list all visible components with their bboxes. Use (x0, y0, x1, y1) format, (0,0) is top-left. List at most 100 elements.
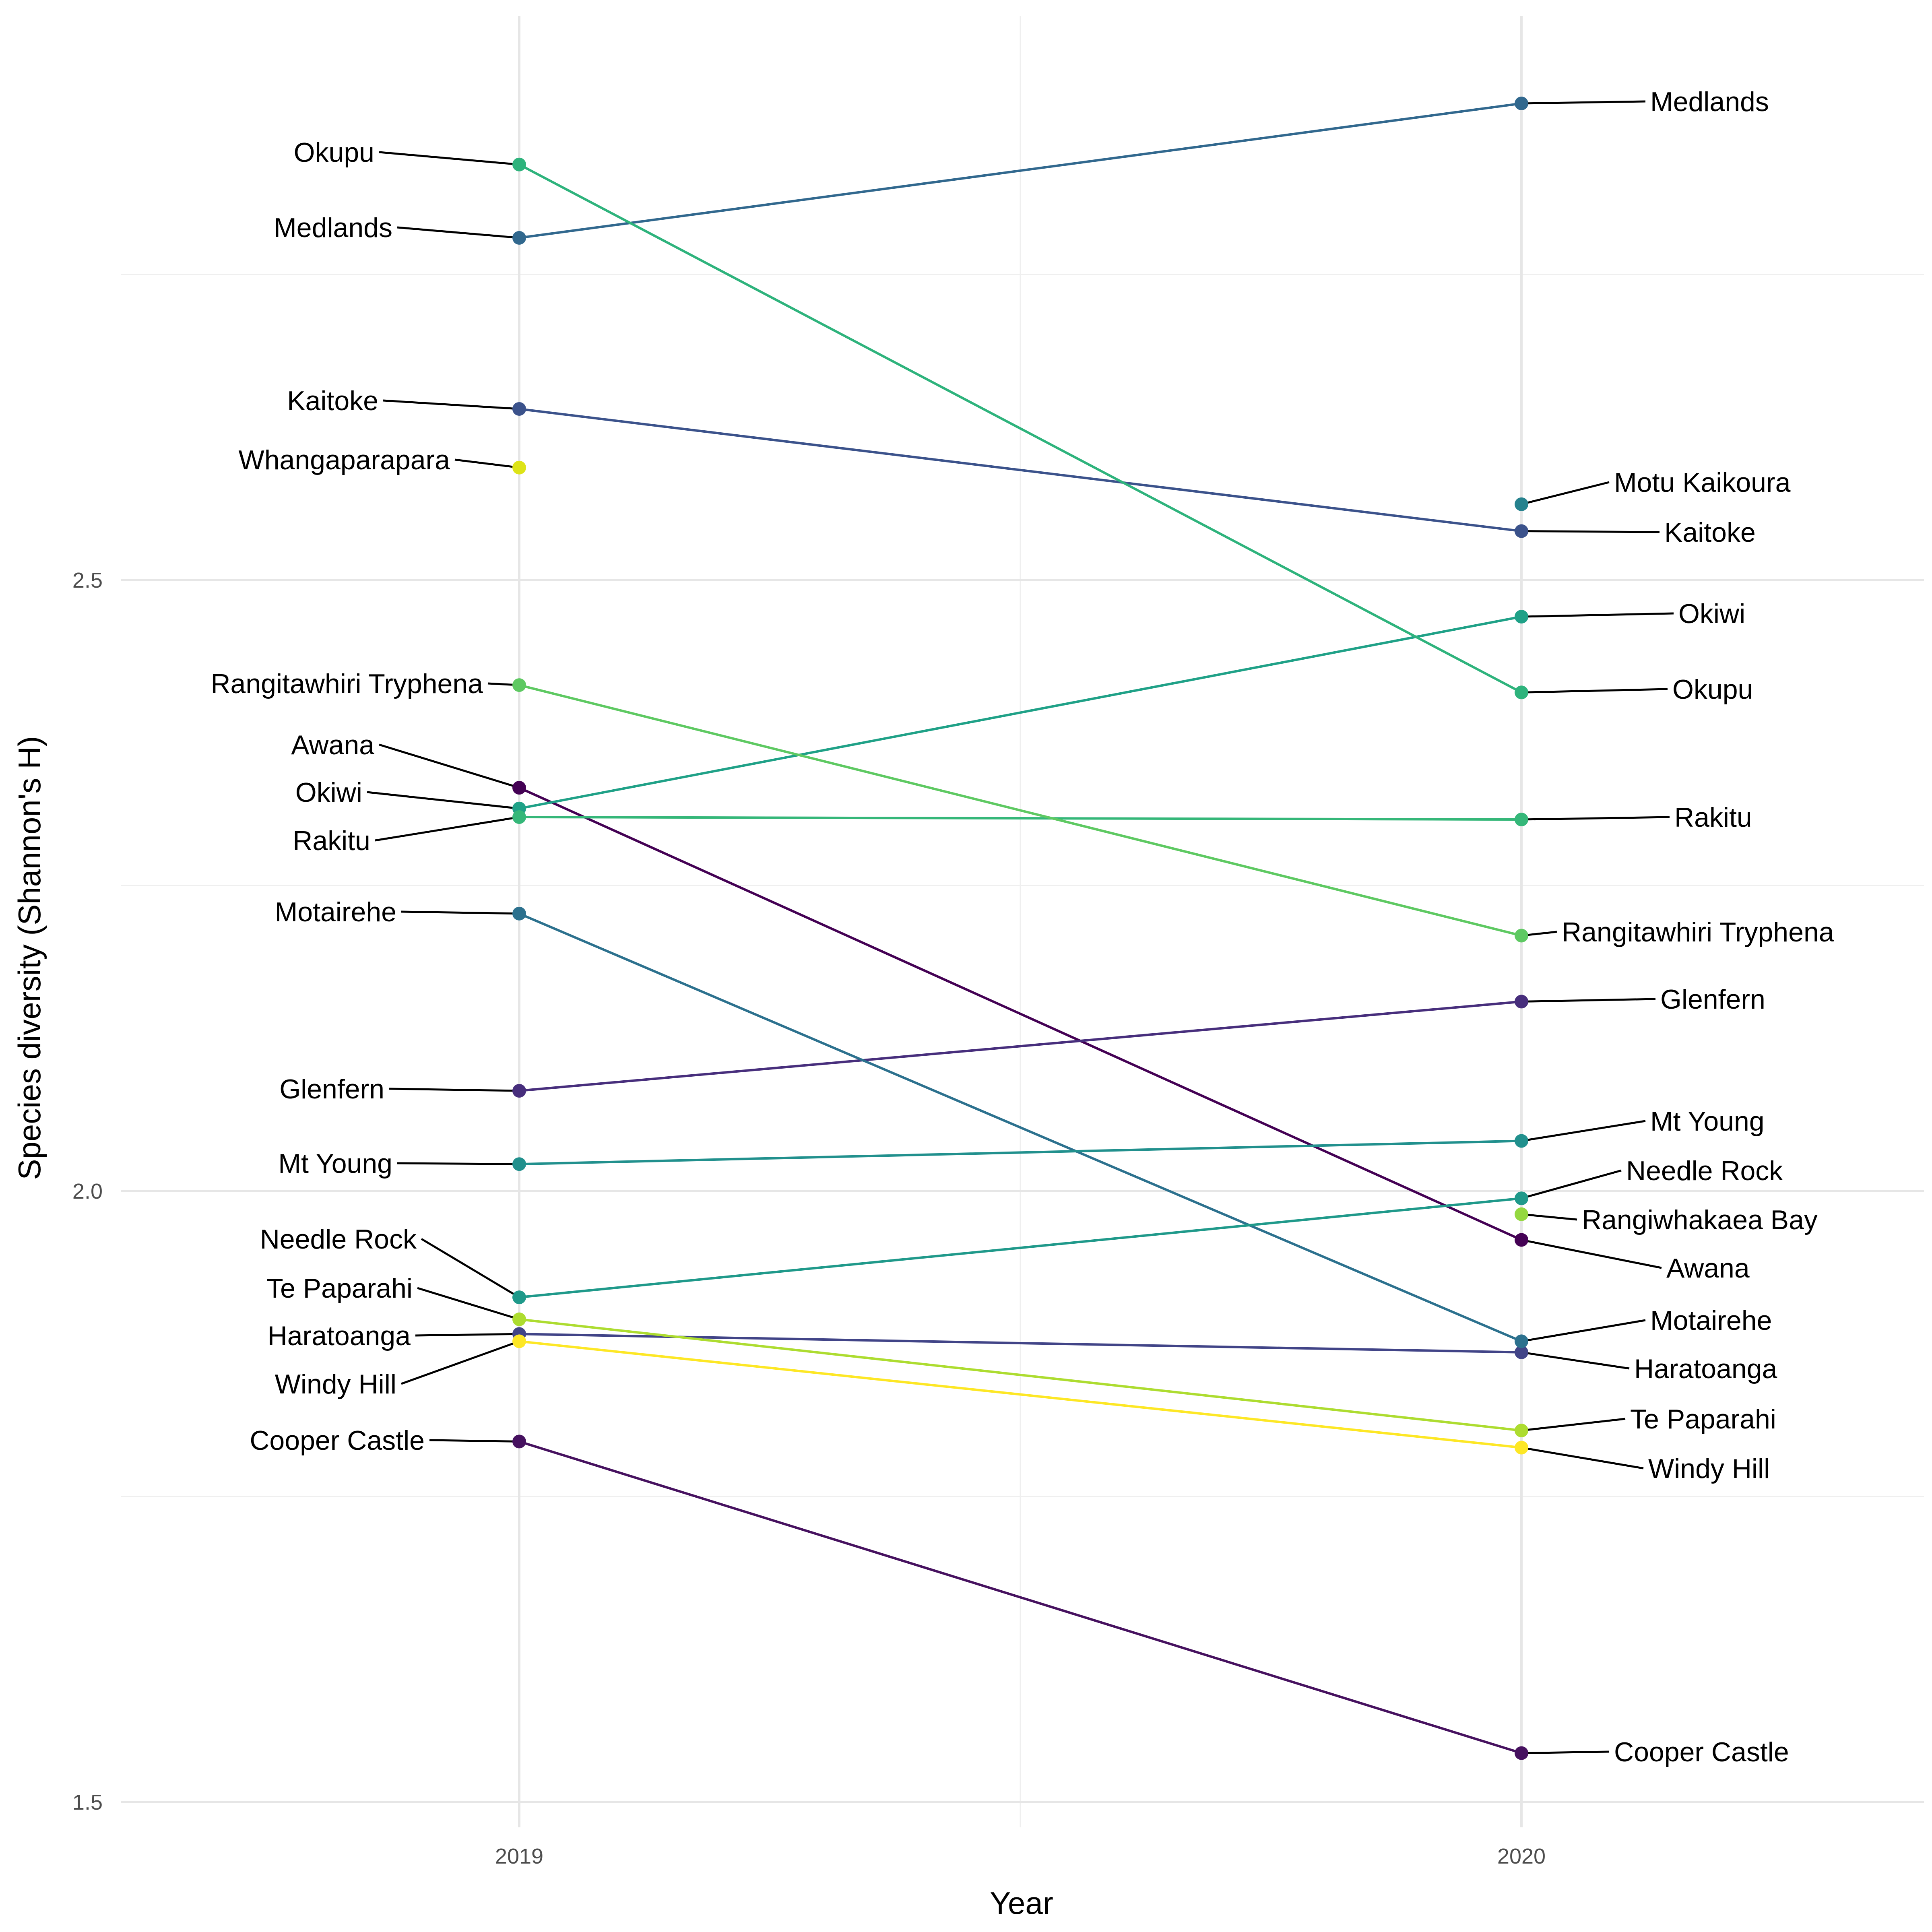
label-leader-2020-windy-hill (1521, 1447, 1644, 1470)
label-leader-2020-rakitu (1521, 816, 1670, 821)
point-glenfern-2020 (1515, 995, 1528, 1009)
label-leader-2019-whangaparapara (454, 458, 520, 469)
axis-ticks: 1.5 2.0 2.5 2019 2020 (72, 568, 1546, 1868)
site-label-2020-okupu: Okupu (1672, 674, 1753, 705)
point-okiwi-2020 (1515, 610, 1528, 624)
label-leader-2020-rangiwhakaea-bay (1521, 1213, 1577, 1221)
point-medlands-2019 (512, 231, 526, 245)
label-leader-2019-rakitu (375, 816, 520, 842)
site-label-2019-medlands: Medlands (274, 213, 392, 243)
site-label-2020-awana: Awana (1666, 1253, 1750, 1284)
series-line-mt-young (519, 1139, 1522, 1166)
label-leader-2020-okupu (1521, 688, 1668, 694)
point-glenfern-2019 (512, 1084, 526, 1098)
point-cooper-castle-2020 (1515, 1746, 1528, 1760)
point-windy-hill-2020 (1515, 1441, 1528, 1455)
site-label-2019-okupu: Okupu (294, 137, 374, 168)
site-label-2019-needle-rock: Needle Rock (260, 1224, 417, 1255)
series-line-glenfern (519, 1000, 1522, 1092)
point-kaitoke-2020 (1515, 524, 1528, 538)
site-label-2019-okiwi: Okiwi (295, 777, 362, 808)
series-line-kaitoke (519, 407, 1522, 533)
site-label-2020-rakitu: Rakitu (1674, 802, 1752, 833)
point-awana-2019 (512, 781, 526, 795)
point-needle-rock-2019 (512, 1290, 526, 1305)
point-medlands-2020 (1515, 96, 1528, 110)
point-kaitoke-2019 (512, 402, 526, 416)
site-label-2020-kaitoke: Kaitoke (1664, 517, 1756, 548)
site-label-2020-windy-hill: Windy Hill (1648, 1453, 1770, 1484)
y-axis-title: Species diversity (Shannon's H) (12, 736, 47, 1180)
label-leader-2019-haratoanga (415, 1333, 520, 1337)
label-leader-2020-motairehe (1521, 1319, 1646, 1342)
site-label-2020-rangiwhakaea-bay: Rangiwhakaea Bay (1582, 1205, 1818, 1235)
point-rangitawhiri-tryphena-2019 (512, 678, 526, 692)
series-line-rangitawhiri-tryphena (519, 684, 1522, 937)
series-points (512, 96, 1528, 1760)
label-leader-2019-kaitoke (383, 399, 520, 410)
point-te-paparahi-2019 (512, 1312, 526, 1326)
label-leader-2020-glenfern (1521, 998, 1656, 1003)
site-label-2019-rangitawhiri-tryphena: Rangitawhiri Tryphena (211, 669, 483, 699)
site-label-2020-glenfern: Glenfern (1660, 984, 1765, 1015)
y-tick-label: 2.0 (72, 1179, 103, 1203)
site-label-2019-whangaparapara: Whangaparapara (239, 445, 450, 475)
label-leader-2019-okupu (379, 151, 520, 166)
site-label-2019-rakitu: Rakitu (293, 826, 370, 856)
site-label-2020-te-paparahi: Te Paparahi (1630, 1404, 1776, 1435)
label-leader-2019-motairehe (401, 910, 520, 915)
point-okupu-2019 (512, 157, 526, 171)
label-leader-2020-mt-young (1521, 1120, 1646, 1142)
series-line-te-paparahi (519, 1318, 1522, 1432)
series-line-needle-rock (519, 1197, 1522, 1299)
label-leader-2019-okiwi (367, 791, 520, 810)
site-label-2019-kaitoke: Kaitoke (287, 386, 378, 416)
site-label-2019-motairehe: Motairehe (275, 897, 396, 927)
label-leader-2019-mt-young (397, 1162, 520, 1165)
series-line-medlands (519, 102, 1522, 239)
point-rangiwhakaea-bay-2020 (1515, 1207, 1528, 1221)
point-motairehe-2020 (1515, 1334, 1528, 1348)
point-needle-rock-2020 (1515, 1191, 1528, 1205)
label-leader-2019-awana (379, 743, 520, 789)
label-leader-2020-kaitoke (1521, 530, 1660, 533)
point-cooper-castle-2019 (512, 1435, 526, 1449)
x-tick-label: 2019 (495, 1844, 543, 1868)
site-label-2019-glenfern: Glenfern (279, 1074, 384, 1104)
site-label-2020-okiwi: Okiwi (1678, 599, 1745, 629)
site-label-2019-haratoanga: Haratoanga (268, 1321, 411, 1351)
point-windy-hill-2019 (512, 1334, 526, 1348)
x-axis-title: Year (990, 1885, 1053, 1921)
point-motu-kaikoura-2020 (1515, 497, 1528, 511)
label-leader-2019-glenfern (389, 1088, 520, 1092)
series-line-motairehe (518, 912, 1522, 1343)
series-line-okiwi (519, 615, 1522, 810)
label-leader-2020-needle-rock (1521, 1169, 1622, 1199)
label-leaders (367, 100, 1674, 1754)
point-awana-2020 (1515, 1233, 1528, 1247)
series-line-rakitu (519, 815, 1522, 821)
label-leader-2020-motu-kaikoura (1521, 481, 1610, 506)
point-te-paparahi-2020 (1515, 1424, 1528, 1438)
site-label-2020-medlands: Medlands (1650, 87, 1769, 117)
site-label-2020-needle-rock: Needle Rock (1626, 1156, 1783, 1186)
series-line-windy-hill (519, 1340, 1522, 1449)
site-label-2020-motairehe: Motairehe (1650, 1305, 1772, 1336)
series-lines (518, 102, 1522, 1754)
point-whangaparapara-2019 (512, 460, 526, 475)
point-rakitu-2020 (1515, 813, 1528, 827)
label-leader-2020-medlands (1521, 100, 1646, 105)
label-leader-2019-needle-rock (421, 1238, 520, 1298)
point-haratoanga-2020 (1515, 1345, 1528, 1359)
label-leader-2020-haratoanga (1521, 1351, 1630, 1370)
site-label-2019-mt-young: Mt Young (278, 1148, 392, 1179)
site-label-2020-haratoanga: Haratoanga (1634, 1354, 1777, 1384)
site-label-2020-rangitawhiri-tryphena: Rangitawhiri Tryphena (1562, 917, 1834, 947)
label-leader-2020-okiwi (1521, 612, 1674, 618)
point-mt-young-2019 (512, 1157, 526, 1171)
y-tick-label: 1.5 (72, 1790, 103, 1814)
label-leader-2019-cooper-castle (429, 1439, 520, 1443)
site-label-2020-cooper-castle: Cooper Castle (1614, 1737, 1789, 1767)
y-tick-label: 2.5 (72, 568, 103, 592)
